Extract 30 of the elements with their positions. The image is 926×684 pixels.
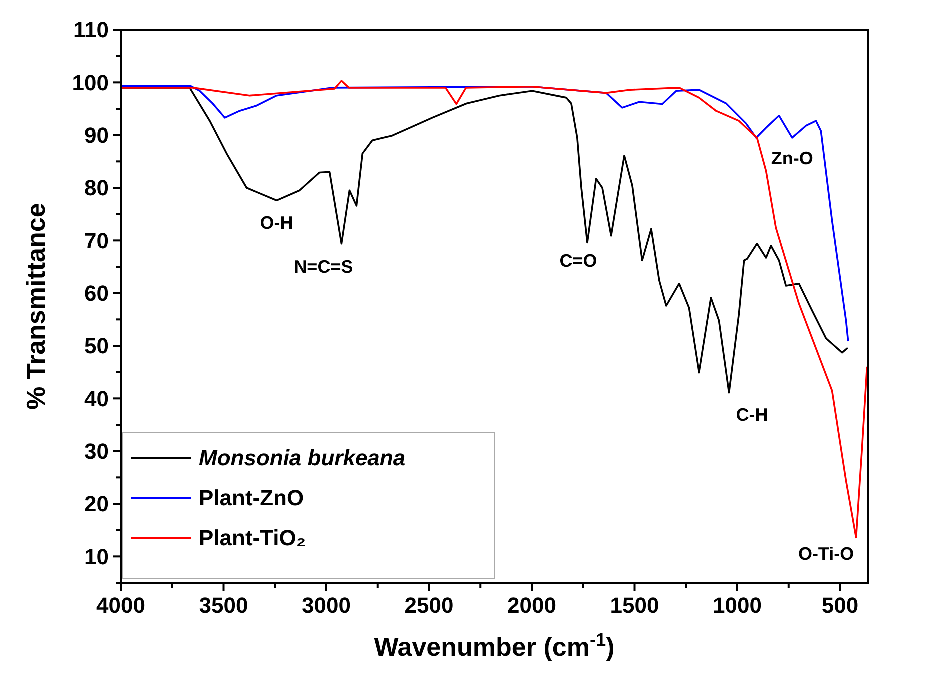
x-tick-label: 2500 [404,593,454,618]
annotation: C=O [560,251,598,272]
legend-label: Plant-ZnO [199,486,304,511]
y-tick-label: 70 [84,228,109,254]
x-tick-label: 500 [822,593,859,618]
y-tick-label: 10 [84,544,109,570]
x-tick-label: 4000 [96,593,146,618]
x-tick-label: 3000 [302,593,351,618]
y-tick-label: 60 [84,281,109,306]
y-tick-label: 110 [74,18,109,43]
annotation: C-H [736,405,768,426]
x-tick-label: 3500 [199,593,248,618]
y-tick-label: 100 [72,70,109,96]
y-tick-label: 80 [84,176,109,201]
annotation: O-Ti-O [798,544,854,564]
legend-label: Plant-TiO₂ [199,526,306,551]
y-tick-label: 90 [84,123,109,148]
annotation: N=C=S [294,257,354,278]
x-axis-title: Wavenumber (cm$^{-1}$) [374,630,615,662]
y-tick-label: 40 [84,386,109,412]
annotation: O-H [260,212,294,233]
annotation: Zn-O [771,148,814,168]
x-tick-label: 1000 [713,593,762,618]
y-tick-label: 30 [84,439,109,464]
y-tick-label: 20 [84,492,109,517]
x-tick-label: 1500 [610,593,660,618]
x-tick-label: 2000 [508,593,556,618]
y-axis-title: % Transmittance [21,203,51,410]
y-tick-label: 50 [84,334,109,359]
legend-label: Monsonia burkeana [199,446,406,471]
